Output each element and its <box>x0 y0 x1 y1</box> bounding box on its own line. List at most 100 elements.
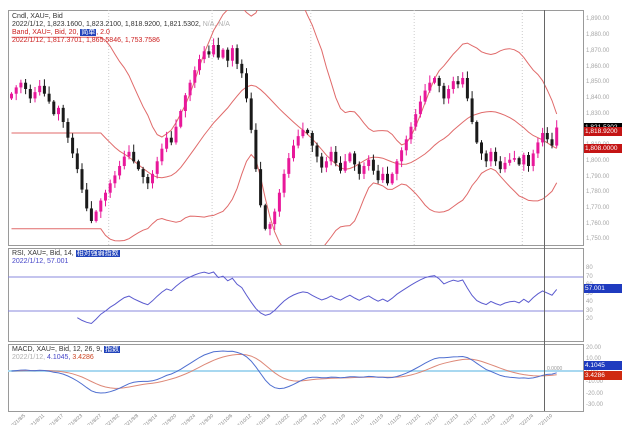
candle <box>108 179 112 198</box>
price-tick: 1,750.00 <box>586 236 610 243</box>
candle <box>371 154 375 175</box>
candle <box>42 79 46 97</box>
candle <box>85 183 89 212</box>
candle <box>61 104 65 128</box>
candle <box>541 127 545 147</box>
rsi-tick: 30 <box>586 307 593 314</box>
candle <box>550 132 554 149</box>
candle <box>292 139 295 162</box>
candle <box>127 145 131 160</box>
macd-tick: 20.00 <box>586 344 602 351</box>
candle <box>418 95 422 118</box>
date-axis[interactable]: 2021/8/5 2021/8/11 2021/8/17 2021/8/23 2021/… <box>0 410 622 425</box>
candle <box>282 169 286 198</box>
rsi-panel[interactable] <box>8 248 584 342</box>
candle <box>155 156 159 179</box>
candle <box>99 198 103 218</box>
date-tick-label: 2021/8/5 <box>8 413 28 425</box>
macd-title-line: MACD, XAU=, Bid, 12, 26, 9, 指数 <box>12 346 121 353</box>
price-tick: 1,850.00 <box>586 79 610 86</box>
candle <box>531 149 535 172</box>
candle <box>287 153 291 178</box>
candle <box>151 170 154 189</box>
candle <box>19 79 23 94</box>
candle <box>494 147 498 166</box>
candle <box>480 140 483 160</box>
macd-method-highlight: 指数 <box>104 346 121 353</box>
macd-tick: -30.00 <box>586 402 604 408</box>
candle <box>386 166 389 186</box>
band-upper <box>11 10 558 146</box>
price-axis[interactable]: 1,890.00 1,880.00 1,870.00 1,860.00 1,850.00… <box>584 0 622 425</box>
candle <box>508 153 512 166</box>
candle <box>14 85 18 101</box>
price-tick: 1,880.00 <box>586 32 610 39</box>
candle <box>475 120 479 144</box>
candle <box>348 151 352 163</box>
candle <box>465 71 469 102</box>
candle <box>442 82 446 105</box>
candle <box>409 122 413 144</box>
main-panel[interactable] <box>8 10 584 246</box>
candle <box>132 144 136 164</box>
rsi-title-line: RSI, XAU=, Bid, 14, 相对强弱指数 <box>12 250 120 257</box>
macd-panel[interactable] <box>8 344 584 412</box>
rsi-value-label: 57.001 <box>584 283 622 293</box>
candle <box>324 156 328 173</box>
candle <box>202 46 206 64</box>
macd-tick: 10.00 <box>586 356 602 362</box>
candle <box>249 92 253 134</box>
candle <box>113 171 117 188</box>
main-chart-legend: Cndl, XAU=, Bid 2022/1/12, 1,823.1600, 1… <box>12 13 230 45</box>
candle <box>545 127 549 143</box>
candle <box>353 151 357 171</box>
candle <box>38 80 42 96</box>
candle <box>498 156 502 174</box>
alert-price-label-1: 1,818.9200 <box>584 127 622 137</box>
candle <box>174 119 178 145</box>
candle <box>146 174 150 190</box>
price-tick: 1,860.00 <box>586 63 610 70</box>
candle <box>461 72 465 88</box>
candle <box>226 47 230 68</box>
candle <box>555 120 559 148</box>
rsi-value-line: 2022/1/12, 57.001 <box>12 258 69 265</box>
price-tick: 1,780.00 <box>586 189 610 196</box>
candles <box>10 37 559 236</box>
candle <box>71 133 75 159</box>
candle <box>522 152 526 171</box>
macd-zero-inline-label: 0.0000 <box>547 366 563 372</box>
price-tick: 1,800.00 <box>586 157 610 164</box>
candle <box>235 44 239 70</box>
candle <box>240 59 244 78</box>
candle <box>376 164 380 184</box>
candle <box>212 38 216 58</box>
candle <box>28 84 32 104</box>
legend-band-values-line: 2022/1/12, 1,817.3701, 1,865.5846, 1,753… <box>12 37 160 44</box>
candle <box>451 76 455 94</box>
price-tick: 1,840.00 <box>586 94 610 101</box>
macd-signal-value-label: 3.4286 <box>584 370 622 380</box>
candle <box>188 79 192 102</box>
candle <box>94 210 98 223</box>
candle <box>433 76 436 85</box>
candle <box>414 109 418 131</box>
candle <box>301 122 305 139</box>
price-tick: 1,830.00 <box>586 110 610 117</box>
candle <box>527 152 530 172</box>
candle <box>52 100 56 116</box>
candle <box>296 129 300 149</box>
candle <box>357 161 361 180</box>
candle <box>315 142 319 163</box>
macd-values-line: 2022/1/12, 4.1045, 3.4286 <box>12 354 94 361</box>
candle <box>517 156 521 166</box>
candle <box>141 166 145 184</box>
candle <box>390 172 394 185</box>
candle <box>428 75 432 93</box>
price-tick: 1,790.00 <box>586 173 610 180</box>
price-tick: 1,760.00 <box>586 220 610 227</box>
candle <box>136 159 140 171</box>
candle <box>367 155 371 171</box>
